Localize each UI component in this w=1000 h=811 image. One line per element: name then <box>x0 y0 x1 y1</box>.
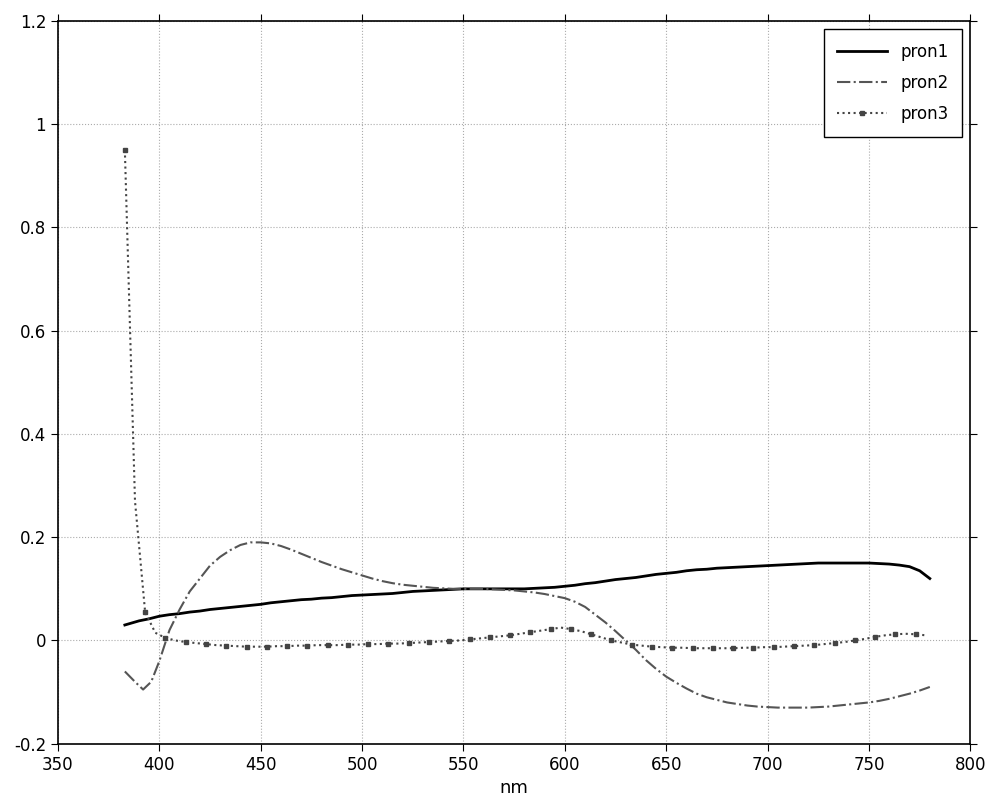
pron3 <box>474 633 486 643</box>
pron3 <box>605 636 617 646</box>
pron2 <box>119 667 131 676</box>
pron2 <box>772 703 784 713</box>
pron3 <box>839 637 851 647</box>
pron3 <box>666 643 678 653</box>
pron3 <box>595 633 607 642</box>
X-axis label: nm: nm <box>500 779 529 797</box>
pron3 <box>119 145 131 155</box>
pron2 <box>833 701 845 710</box>
Line: pron1: pron1 <box>125 563 930 625</box>
Legend: pron1, pron2, pron3: pron1, pron2, pron3 <box>824 29 962 136</box>
pron1 <box>640 571 652 581</box>
pron2 <box>630 645 642 654</box>
pron2 <box>569 597 581 607</box>
pron1 <box>610 575 622 585</box>
pron1 <box>478 584 490 594</box>
pron3 <box>920 630 932 640</box>
pron1 <box>843 558 855 568</box>
pron1 <box>599 577 611 586</box>
pron2 <box>792 703 804 713</box>
pron1 <box>119 620 131 630</box>
pron1 <box>812 558 824 568</box>
pron2 <box>245 538 257 547</box>
pron2 <box>863 697 875 707</box>
Line: pron3: pron3 <box>123 148 927 650</box>
pron2 <box>924 682 936 692</box>
pron2 <box>721 697 733 707</box>
Line: pron2: pron2 <box>125 543 930 708</box>
pron3 <box>687 643 699 653</box>
pron1 <box>670 568 682 577</box>
pron1 <box>924 573 936 583</box>
pron3 <box>636 641 648 650</box>
